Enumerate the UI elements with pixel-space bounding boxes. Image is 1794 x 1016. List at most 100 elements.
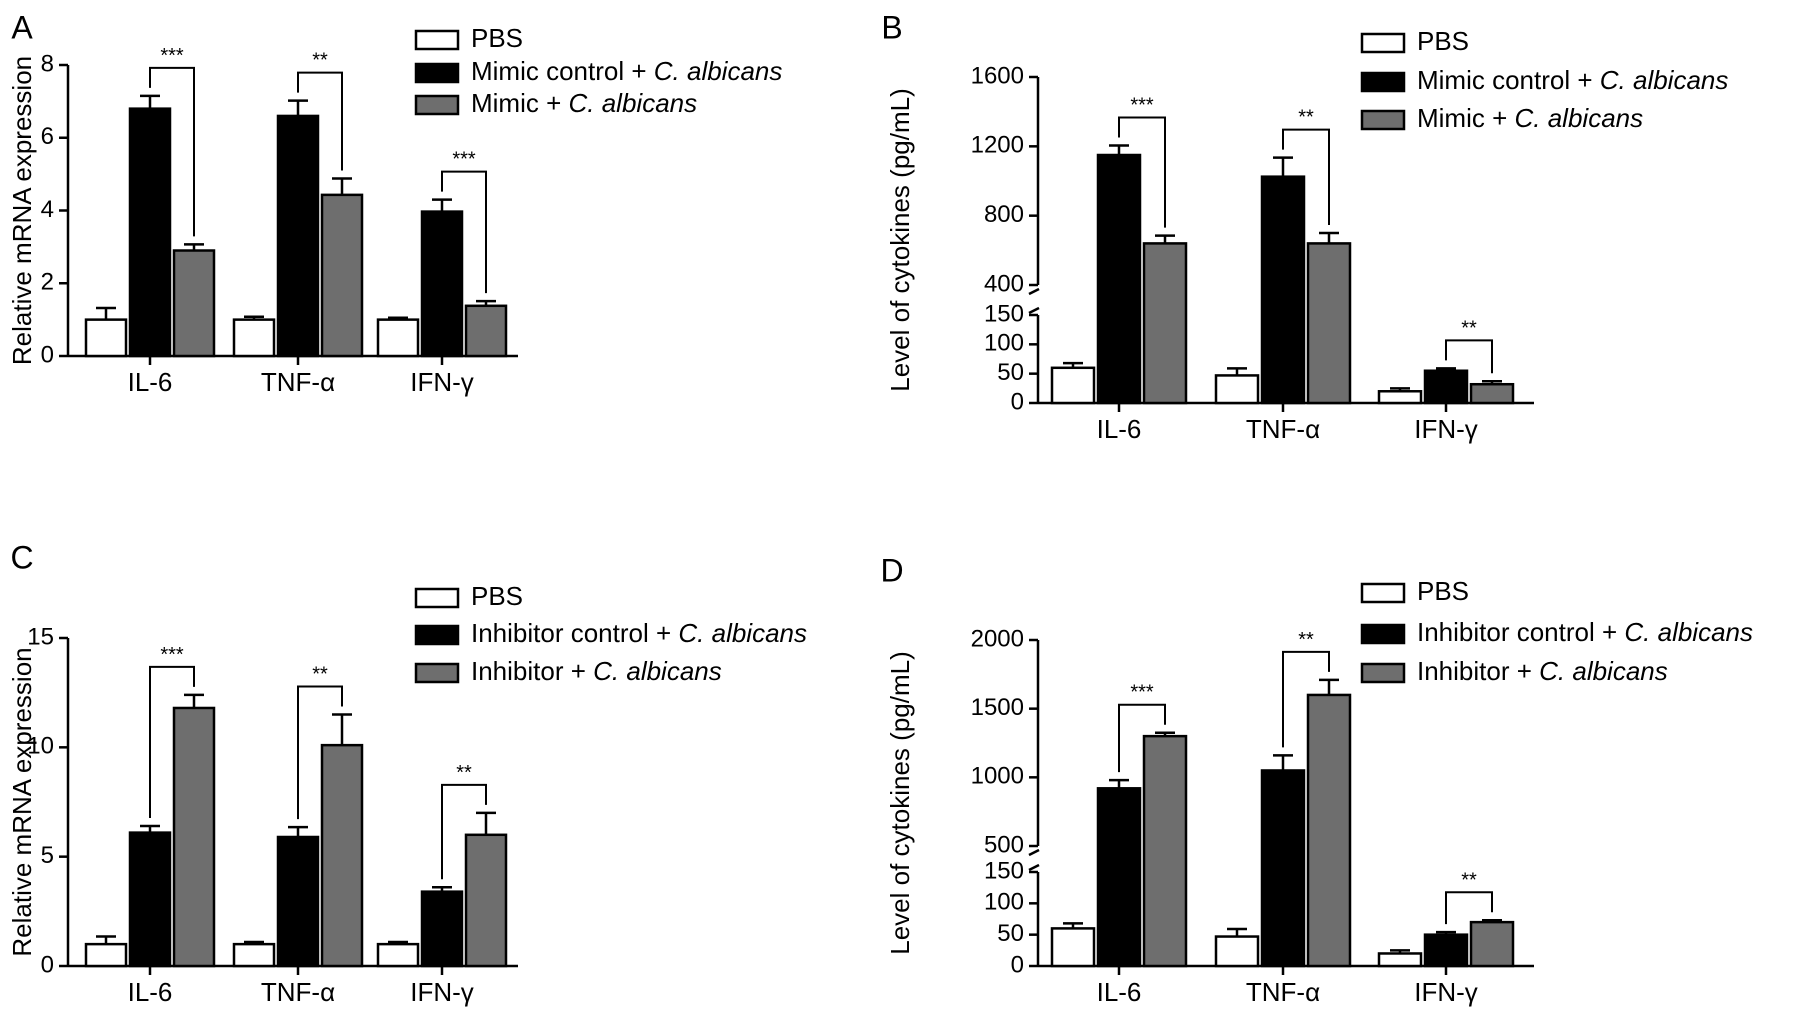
legend-label-italic: C. albicans bbox=[1624, 617, 1753, 647]
significance-label: *** bbox=[1130, 682, 1154, 704]
bar bbox=[172, 706, 216, 968]
x-tick-label: TNF-α bbox=[1246, 414, 1320, 444]
significance-label: ** bbox=[1461, 869, 1477, 891]
legend-swatch bbox=[1360, 582, 1406, 604]
bar bbox=[1306, 693, 1352, 968]
legend-label-text: Mimic + bbox=[471, 88, 569, 118]
legend-label-text: Inhibitor control + bbox=[471, 618, 678, 648]
legend-label: PBS bbox=[471, 581, 523, 611]
bar bbox=[276, 114, 320, 358]
legend-label-text: PBS bbox=[471, 23, 523, 53]
y-tick-label: 100 bbox=[984, 889, 1024, 916]
legend-swatch bbox=[414, 29, 460, 51]
x-tick-label: IL-6 bbox=[128, 977, 173, 1007]
significance-bracket bbox=[1445, 891, 1493, 925]
y-tick-label: 150 bbox=[984, 857, 1024, 884]
bar bbox=[1142, 734, 1188, 968]
y-tick-label: 6 bbox=[41, 123, 54, 150]
y-tick-label: 4 bbox=[41, 196, 54, 223]
y-tick-label: 0 bbox=[41, 341, 54, 368]
y-tick-label: 0 bbox=[1011, 951, 1024, 978]
bar bbox=[1050, 366, 1096, 405]
significance-bracket bbox=[1282, 128, 1330, 225]
y-tick-label: 500 bbox=[984, 831, 1024, 858]
y-tick-label: 100 bbox=[984, 330, 1024, 357]
significance-bracket bbox=[149, 665, 195, 819]
legend-label-text: PBS bbox=[1417, 26, 1469, 56]
axis-break-mark bbox=[1028, 287, 1040, 296]
significance-label: ** bbox=[1298, 629, 1314, 651]
bar bbox=[128, 107, 172, 358]
legend-label: Mimic control + C. albicans bbox=[1417, 65, 1728, 95]
x-tick-label: IL-6 bbox=[1097, 977, 1142, 1007]
x-tick-label: TNF-α bbox=[261, 367, 335, 397]
y-tick-label: 1600 bbox=[971, 62, 1024, 89]
bar bbox=[1423, 933, 1469, 968]
legend-label-text: Inhibitor control + bbox=[1417, 617, 1624, 647]
y-tick-label: 150 bbox=[984, 300, 1024, 327]
significance-bracket bbox=[441, 783, 487, 880]
significance-label: ** bbox=[456, 762, 472, 784]
bar bbox=[232, 318, 276, 358]
x-tick-label: IL-6 bbox=[1097, 414, 1142, 444]
x-tick-label: IL-6 bbox=[128, 367, 173, 397]
bar bbox=[320, 743, 364, 968]
legend-label-text: Inhibitor + bbox=[471, 656, 593, 686]
legend-label-text: Mimic control + bbox=[471, 56, 654, 86]
legend-label: PBS bbox=[471, 23, 523, 53]
significance-label: ** bbox=[1298, 107, 1314, 129]
bar bbox=[1423, 369, 1469, 405]
legend-label-text: Mimic control + bbox=[1417, 65, 1600, 95]
bar bbox=[376, 942, 420, 968]
significance-bracket bbox=[441, 170, 487, 294]
legend-swatch bbox=[414, 587, 460, 609]
significance-bracket bbox=[297, 685, 343, 820]
panel-letter: D bbox=[880, 552, 903, 588]
bar bbox=[420, 210, 464, 358]
legend-label-text: Inhibitor + bbox=[1417, 656, 1539, 686]
bar bbox=[1377, 952, 1423, 968]
legend-label: PBS bbox=[1417, 26, 1469, 56]
legend-label: Inhibitor control + C. albicans bbox=[471, 618, 807, 648]
bar bbox=[1142, 242, 1188, 405]
x-tick-label: IFN-γ bbox=[1414, 414, 1478, 444]
legend-label: Mimic control + C. albicans bbox=[471, 56, 782, 86]
panel-letter: A bbox=[11, 9, 33, 45]
bar bbox=[1214, 374, 1260, 405]
y-tick-label: 400 bbox=[984, 270, 1024, 297]
bar bbox=[128, 831, 172, 968]
y-tick-label: 50 bbox=[997, 920, 1024, 947]
bar bbox=[1469, 920, 1515, 968]
legend-label: PBS bbox=[1417, 576, 1469, 606]
significance-bracket bbox=[1118, 116, 1166, 228]
bar bbox=[1050, 927, 1096, 968]
significance-bracket bbox=[297, 71, 343, 171]
legend-swatch bbox=[1360, 109, 1406, 131]
panel-d: D 500 1000 1500 2000 0 50 100 150 Level of cytoki… bbox=[880, 552, 1753, 1007]
legend-swatch bbox=[414, 94, 460, 116]
y-axis-label: Relative mRNA expression bbox=[7, 647, 37, 956]
y-tick-label: 50 bbox=[997, 359, 1024, 386]
legend-swatch bbox=[414, 62, 460, 84]
bar bbox=[464, 304, 508, 358]
axis-break-mark bbox=[1028, 306, 1040, 315]
x-tick-label: TNF-α bbox=[261, 977, 335, 1007]
legend-label: Mimic + C. albicans bbox=[471, 88, 697, 118]
x-tick-label: TNF-α bbox=[1246, 977, 1320, 1007]
legend-label-italic: C. albicans bbox=[569, 88, 698, 118]
legend-label-text: Mimic + bbox=[1417, 103, 1515, 133]
legend-label-italic: C. albicans bbox=[678, 618, 807, 648]
significance-bracket bbox=[1445, 339, 1493, 374]
legend-label-text: PBS bbox=[471, 581, 523, 611]
y-tick-label: 2 bbox=[41, 269, 54, 296]
bar bbox=[1260, 769, 1306, 968]
bar bbox=[1377, 390, 1423, 405]
y-tick-label: 8 bbox=[41, 50, 54, 77]
bar bbox=[172, 249, 216, 358]
y-tick-label: 1000 bbox=[971, 763, 1024, 790]
legend-label-italic: C. albicans bbox=[1515, 103, 1644, 133]
bar bbox=[84, 318, 128, 358]
